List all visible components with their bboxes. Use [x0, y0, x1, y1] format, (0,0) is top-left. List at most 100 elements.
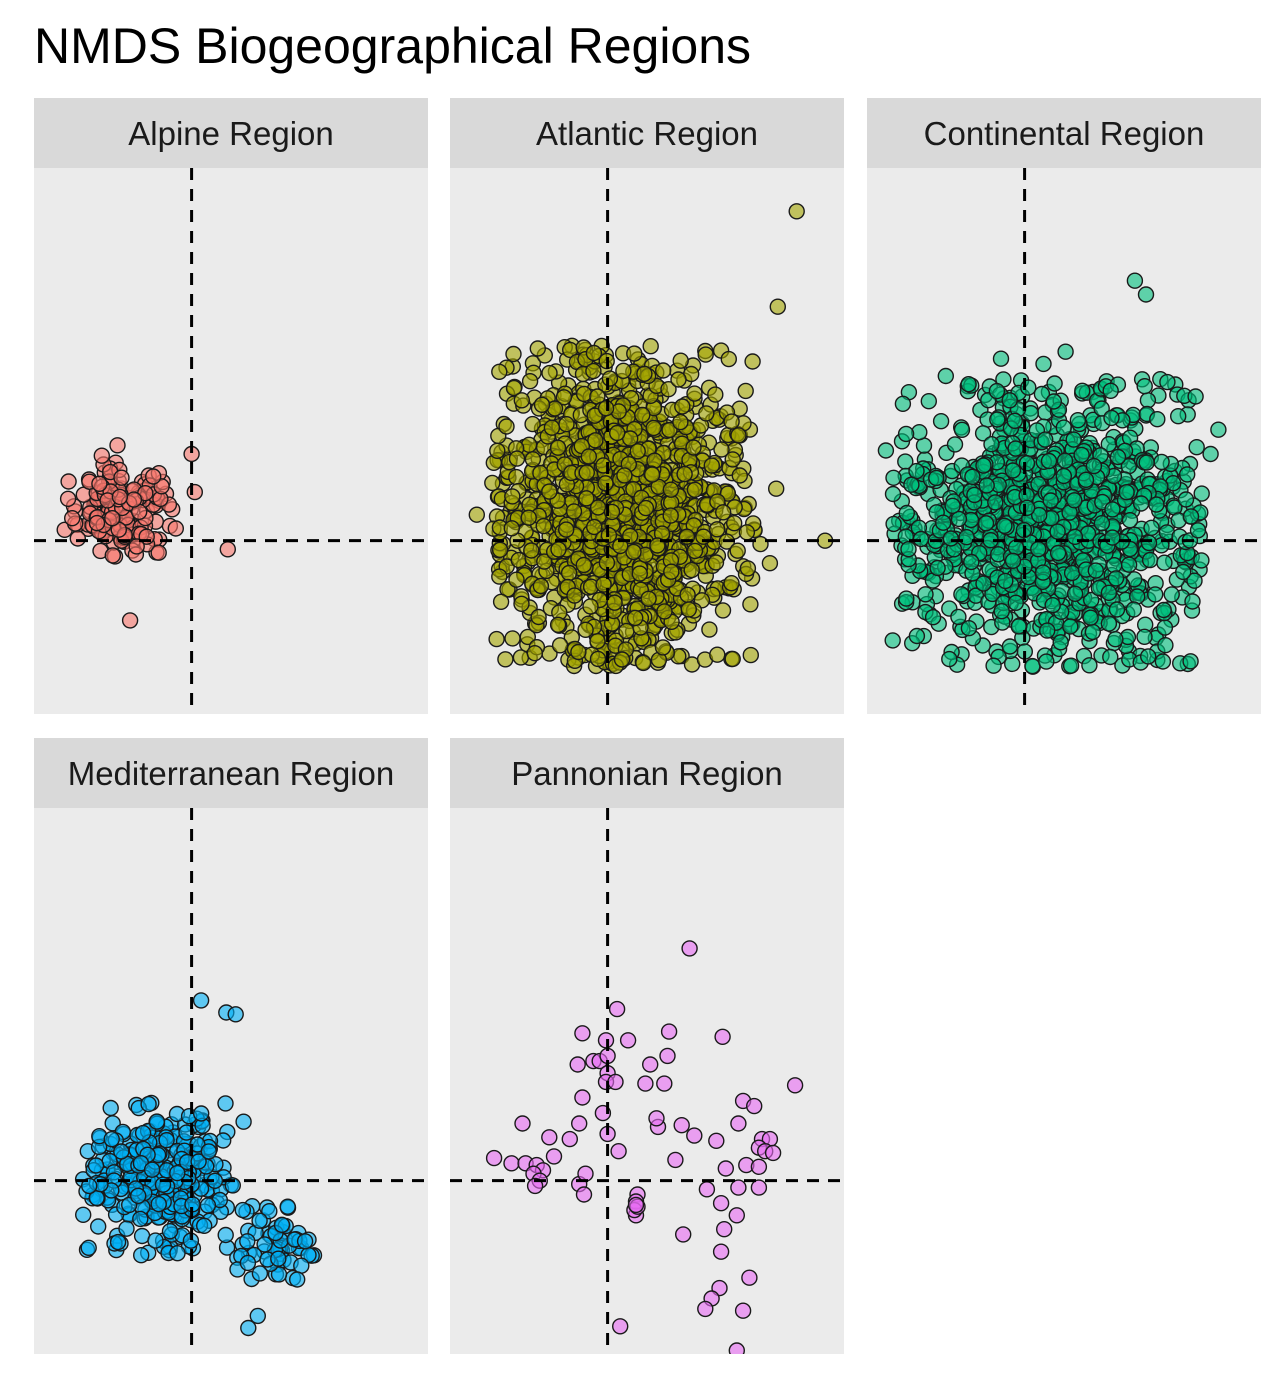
- data-point: [503, 520, 520, 537]
- data-point: [1163, 586, 1180, 603]
- data-point: [966, 486, 983, 504]
- data-point: [642, 338, 659, 355]
- data-point: [729, 542, 746, 559]
- data-point: [235, 1113, 252, 1130]
- data-point: [147, 1232, 164, 1249]
- data-point: [580, 448, 597, 465]
- data-point: [570, 643, 587, 661]
- data-point: [158, 1131, 175, 1149]
- data-point: [898, 590, 915, 607]
- data-point: [634, 406, 651, 424]
- data-point: [569, 1056, 586, 1073]
- data-point: [1006, 412, 1023, 429]
- data-point: [663, 563, 680, 580]
- data-point: [505, 379, 523, 397]
- data-point: [1169, 408, 1187, 425]
- data-point: [942, 530, 960, 547]
- data-point: [613, 651, 631, 668]
- data-point: [1055, 467, 1073, 485]
- data-point: [672, 352, 689, 369]
- data-point: [1038, 653, 1055, 670]
- data-point: [1066, 585, 1084, 602]
- data-point: [489, 442, 506, 459]
- data-point: [192, 992, 210, 1009]
- data-point: [273, 1216, 291, 1234]
- data-point: [1024, 657, 1041, 675]
- data-point: [1042, 492, 1059, 509]
- data-point: [113, 1143, 130, 1160]
- data-point: [1126, 272, 1144, 289]
- data-point: [508, 450, 526, 467]
- data-point: [1055, 419, 1073, 436]
- data-point: [150, 544, 167, 561]
- data-point: [764, 1144, 782, 1162]
- data-point: [654, 639, 672, 656]
- data-point: [484, 474, 501, 492]
- data-point: [234, 1201, 252, 1219]
- data-point: [578, 490, 595, 507]
- data-point: [686, 542, 704, 560]
- points-layer: [468, 203, 834, 675]
- data-point: [565, 503, 583, 520]
- data-point: [1073, 446, 1090, 464]
- facet-pannonian-region: Pannonian Region: [450, 738, 844, 1354]
- data-point: [1100, 584, 1118, 601]
- data-point: [707, 386, 724, 403]
- data-point: [524, 415, 541, 433]
- data-point: [498, 418, 515, 435]
- data-point: [251, 1265, 269, 1282]
- data-point: [1108, 601, 1126, 618]
- data-point: [541, 483, 558, 500]
- data-point: [93, 447, 111, 464]
- data-point: [251, 1212, 268, 1229]
- data-point: [140, 1095, 157, 1113]
- data-point: [670, 371, 687, 388]
- data-point: [877, 442, 895, 459]
- data-point: [589, 650, 607, 668]
- data-point: [1081, 657, 1098, 674]
- data-point: [616, 467, 633, 484]
- data-point: [929, 559, 946, 577]
- points-layer: [877, 272, 1227, 675]
- data-point: [586, 518, 603, 536]
- data-point: [738, 524, 756, 541]
- data-point: [109, 437, 126, 454]
- data-point: [946, 436, 964, 453]
- data-point: [937, 367, 954, 385]
- data-point: [1001, 638, 1019, 655]
- data-point: [640, 590, 657, 607]
- data-point: [742, 646, 759, 664]
- data-point: [631, 565, 648, 582]
- facet-strip: [450, 98, 844, 168]
- data-point: [788, 203, 805, 220]
- data-point: [504, 630, 521, 647]
- data-point: [1121, 512, 1139, 529]
- data-point: [1148, 496, 1165, 513]
- data-point: [1139, 392, 1157, 409]
- data-point: [629, 443, 646, 460]
- data-point: [1137, 286, 1155, 303]
- data-point: [715, 504, 732, 521]
- data-point: [541, 364, 558, 382]
- data-point: [87, 1157, 105, 1174]
- data-point: [1188, 439, 1205, 456]
- data-point: [750, 1158, 768, 1176]
- data-point: [1182, 508, 1200, 525]
- data-point: [960, 620, 978, 637]
- data-point: [485, 1149, 503, 1167]
- data-point: [1186, 572, 1203, 589]
- data-point: [697, 346, 714, 363]
- data-point: [1155, 601, 1172, 619]
- data-point: [656, 1075, 673, 1092]
- data-point: [1187, 388, 1204, 405]
- data-point: [190, 1153, 207, 1170]
- data-point: [150, 1195, 167, 1213]
- data-point: [513, 392, 530, 409]
- data-point: [988, 382, 1006, 400]
- data-point: [667, 1151, 684, 1169]
- data-point: [786, 1077, 804, 1094]
- data-point: [217, 1095, 234, 1112]
- data-point: [626, 345, 643, 362]
- facet-strip: [450, 738, 844, 808]
- facet-strip: [34, 98, 428, 168]
